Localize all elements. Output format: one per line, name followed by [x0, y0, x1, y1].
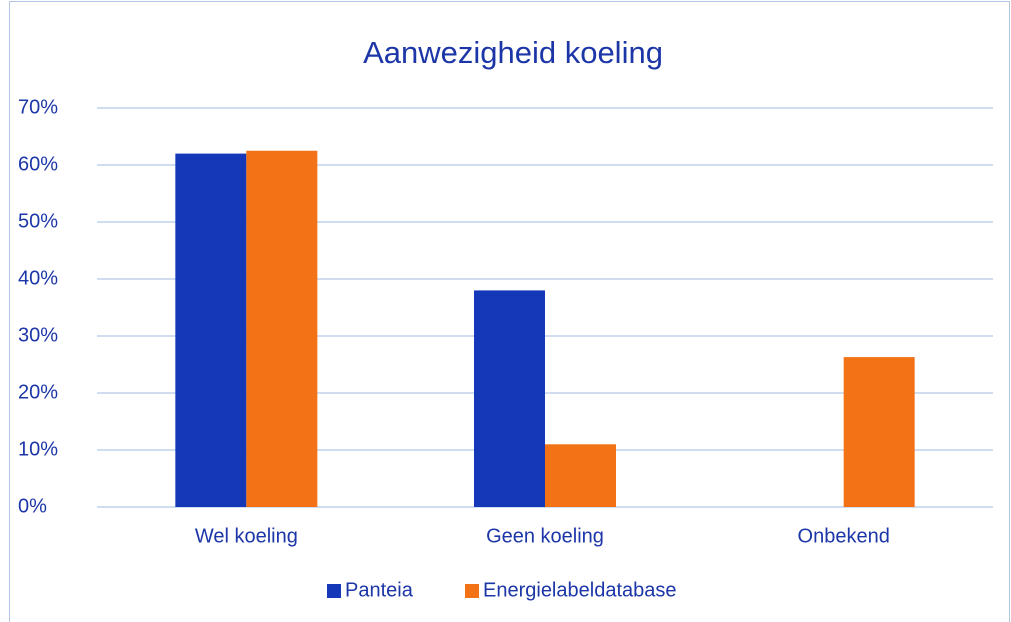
x-tick-label: Onbekend: [798, 525, 890, 547]
chart-title: Aanwezigheid koeling: [363, 35, 663, 70]
bar: [175, 153, 247, 507]
y-tick-label: 70%: [18, 96, 58, 118]
legend-label: Energielabeldatabase: [483, 579, 677, 601]
legend-swatch: [465, 584, 479, 598]
y-tick-label: 60%: [18, 153, 58, 175]
y-tick-label: 0%: [18, 495, 47, 517]
y-tick-label: 40%: [18, 267, 58, 289]
legend-swatch: [327, 584, 341, 598]
y-tick-label: 30%: [18, 324, 58, 346]
x-tick-label: Wel koeling: [195, 525, 298, 547]
bar: [474, 290, 545, 507]
chart-frame: [9, 1, 1010, 622]
y-tick-label: 20%: [18, 381, 58, 403]
bar: [545, 444, 616, 507]
x-tick-label: Geen koeling: [486, 525, 604, 547]
legend-label: Panteia: [345, 579, 414, 601]
bar: [246, 150, 318, 507]
y-tick-label: 50%: [18, 210, 58, 232]
y-tick-label: 10%: [18, 438, 58, 460]
bar: [843, 357, 915, 507]
